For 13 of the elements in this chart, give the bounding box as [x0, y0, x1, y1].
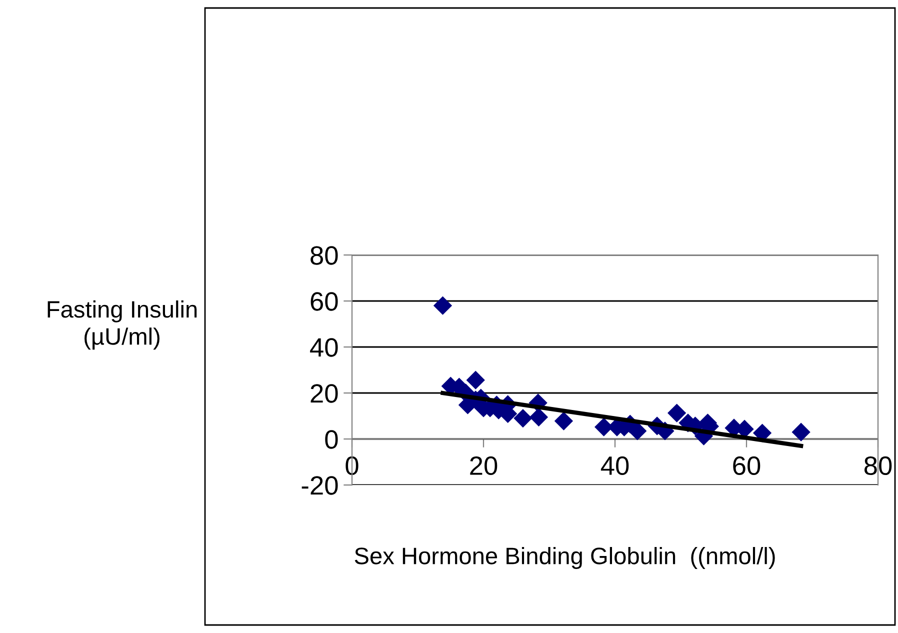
y-tick-label: -20 [302, 476, 338, 495]
x-tick-label: 0 [346, 456, 358, 476]
x-tick-label: 80 [864, 456, 892, 476]
x-tick-label: 20 [470, 456, 498, 476]
y-tick-label: 80 [310, 246, 338, 265]
y-tick-label: 60 [310, 292, 338, 311]
x-axis-title: Sex Hormone Binding Globulin ((nmol/l) [354, 546, 775, 570]
y-tick-label: 0 [325, 430, 338, 449]
y-tick-label: 20 [310, 384, 338, 403]
x-tick-label: 40 [600, 456, 629, 476]
y-tick-label: 40 [310, 338, 338, 357]
x-tick-label: 60 [733, 456, 760, 476]
y-axis-title: Fasting Insulin (µU/ml) [48, 300, 197, 350]
